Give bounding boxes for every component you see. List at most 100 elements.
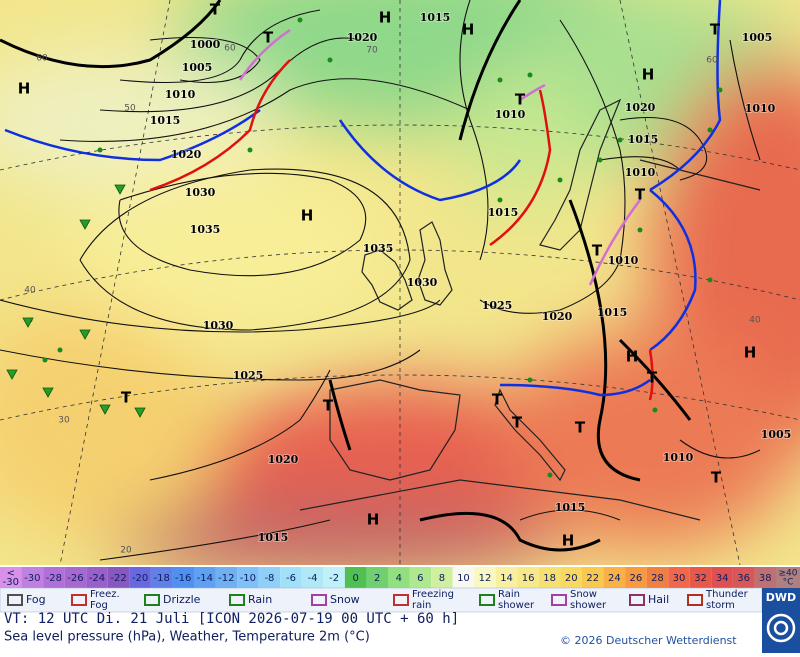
shower-symbol [114,184,126,195]
scale-label: 26 [630,573,643,584]
scale-cell [388,567,410,588]
isobar-label: 1030 [203,319,234,332]
weather-symbol [617,137,623,143]
isobar-label: 1025 [482,299,513,312]
scale-cell [301,567,324,588]
legend-label: shower [498,600,535,611]
legend-label: Snow [330,593,360,606]
isobar-label: 1035 [190,223,221,236]
scale-label: -10 [240,573,256,584]
isobar-label: 1020 [171,148,202,161]
shower-symbol [22,317,34,328]
scale-cell [64,567,87,588]
isobar-label: 1010 [625,166,656,179]
isobar-label: 1015 [258,531,289,544]
scale-label: 8 [439,573,445,584]
legend-label: Thunder [705,589,749,600]
weather-symbol [57,347,63,353]
scale-cell [107,567,130,588]
scale-label: -2 [329,573,339,584]
scale-label: -4 [308,573,318,584]
scale-cell [150,567,173,588]
pressure-center: T [592,242,603,260]
weather-legend: Fog Freez.Fog Drizzle Rain Snow FreezingrainR… [7,589,749,611]
legend-icon [311,594,327,606]
pressure-center: T [323,397,334,415]
weather-symbol [707,127,713,133]
isobar-label: 1015 [420,11,451,24]
scale-cell [582,567,604,588]
scale-cell [323,567,345,588]
isobar-label: 1020 [347,31,378,44]
temperature-scale: <-30 -30 -28 -26 -24 -22 -20 -18 -16 -14 -12 -10 -8-… [0,567,800,588]
scale-label: -22 [110,573,126,584]
pressure-center: T [635,186,646,204]
legend-label: Freezing [412,589,454,600]
legend-icon [7,594,23,606]
scale-label: 22 [586,573,599,584]
scale-label: °C [783,578,794,588]
map-labels: 1000 1005 1010 1015 1020 1030 1035 1030 1025 1020… [6,1,792,556]
isobar-label: 1010 [745,102,776,115]
scale-cell [86,567,108,588]
shower-symbol [42,387,54,398]
scale-label: -14 [197,573,213,584]
scale-cell [603,567,626,588]
pressure-center: T [575,419,586,437]
pressure-center: H [367,511,380,529]
temperature-contour-label: 20 [120,546,132,556]
troughs [0,0,692,552]
scale-label: 38 [759,573,772,584]
pressure-center: T [711,469,722,487]
isobar-label: 1010 [165,88,196,101]
temperature-contour-label: 30 [58,416,70,426]
weather-symbol [527,377,533,383]
scale-label: 6 [417,573,423,584]
copyright: © 2026 Deutscher Wetterdienst [560,634,737,647]
legend-icon [629,594,645,606]
weather-symbol [42,357,48,363]
isobar-label: 1020 [268,453,299,466]
shower-symbol [134,407,146,418]
temperature-contour-label: 60 [706,56,718,66]
scale-label: 0 [352,573,358,584]
scale-label: 30 [673,573,686,584]
scale-cell [625,567,647,588]
scale-label: < [7,568,15,579]
pressure-center: H [562,532,575,550]
pressure-center: T [515,91,526,109]
scale-label: -6 [286,573,296,584]
pressure-center: H [18,80,31,98]
temperature-contour-label: 60 [36,54,48,64]
scale-label: 16 [522,573,535,584]
description: Sea level pressure (hPa), Weather, Tempe… [4,630,370,645]
legend-label: Rain [498,589,520,600]
legend-icon [479,594,495,606]
temperature-contour-label: 50 [124,104,136,114]
scale-cell [237,567,259,588]
scale-label: 14 [500,573,513,584]
pressure-center: H [642,66,655,84]
pressure-center: T [121,389,132,407]
legend-label: rain [412,600,431,611]
scale-label: -30 [3,577,19,588]
temperature-contour-label: 40 [749,316,761,326]
legend-icon [229,594,245,606]
isobar-label: 1035 [363,242,394,255]
scale-cell [668,567,690,588]
scale-label: 36 [737,573,750,584]
map: 1000 1005 1010 1015 1020 1030 1035 1030 1025 1020… [0,0,800,565]
weather-symbol [247,147,253,153]
scale-cell [452,567,475,588]
scale-cell [495,567,518,588]
scale-cell [538,567,561,588]
legend-label: Fog [90,600,108,611]
legend-icon [393,594,409,606]
scale-label: 34 [716,573,729,584]
scale-cell [646,567,669,588]
legend-label: Snow [570,589,597,600]
legend-icon [551,594,567,606]
scale-cell [258,567,281,588]
logo-text: DWD [766,591,796,604]
scale-label: -26 [67,573,83,584]
